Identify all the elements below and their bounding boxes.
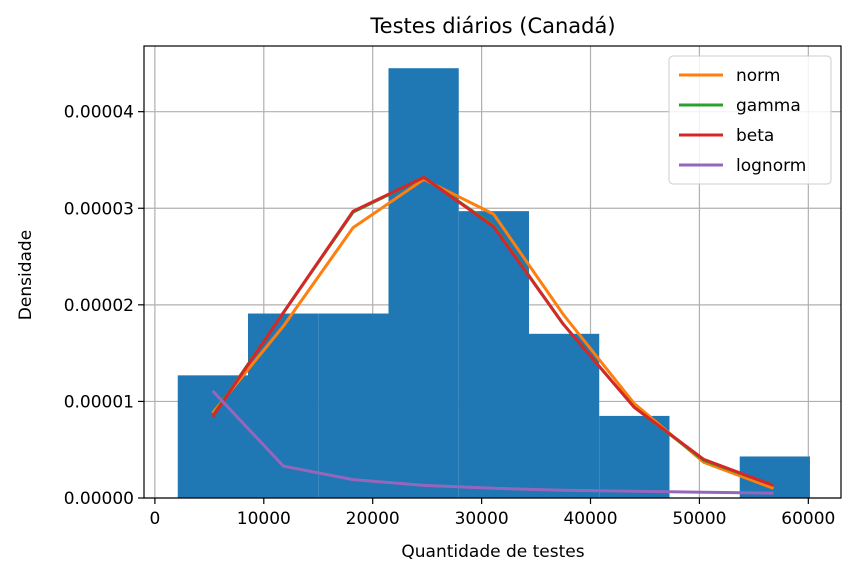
legend-label-beta: beta xyxy=(736,126,774,146)
x-tick-label: 50000 xyxy=(672,509,726,529)
histogram-bar xyxy=(318,313,389,498)
fit-lines xyxy=(211,175,775,495)
y-tick-label: 0.00002 xyxy=(64,296,134,316)
histogram-bar xyxy=(388,68,459,498)
x-tick-label: 60000 xyxy=(781,509,835,529)
y-tick-label: 0.00004 xyxy=(64,103,134,123)
legend-label-lognorm: lognorm xyxy=(736,156,806,176)
y-axis-ticks: 0.00000 0.00001 0.00002 0.00003 0.00004 xyxy=(64,103,144,509)
y-tick-label: 0.00000 xyxy=(64,489,134,509)
x-tick-label: 30000 xyxy=(455,509,509,529)
x-axis-ticks: 0 10000 20000 30000 40000 50000 60000 xyxy=(149,498,835,529)
series-line-beta xyxy=(211,175,775,487)
x-tick-label: 0 xyxy=(149,509,160,529)
histogram-bar xyxy=(177,375,249,498)
plot-frame xyxy=(143,45,842,499)
legend-label-norm: norm xyxy=(736,66,780,86)
y-tick-label: 0.00001 xyxy=(64,392,134,412)
histogram-bar xyxy=(528,333,600,498)
y-tick-label: 0.00003 xyxy=(64,199,134,219)
x-tick-label: 40000 xyxy=(563,509,617,529)
histogram-bar xyxy=(458,211,529,498)
y-axis-label: Densidade xyxy=(16,230,36,320)
legend-label-gamma: gamma xyxy=(736,96,801,116)
histogram-bar xyxy=(599,415,670,498)
series-line-lognorm xyxy=(211,389,774,495)
x-tick-label: 10000 xyxy=(237,509,291,529)
chart-title: Testes diários (Canadá) xyxy=(369,14,615,38)
x-axis-label: Quantidade de testes xyxy=(401,542,584,562)
legend: norm gamma beta lognorm xyxy=(668,55,832,185)
legend-box xyxy=(668,55,832,185)
x-tick-label: 20000 xyxy=(346,509,400,529)
